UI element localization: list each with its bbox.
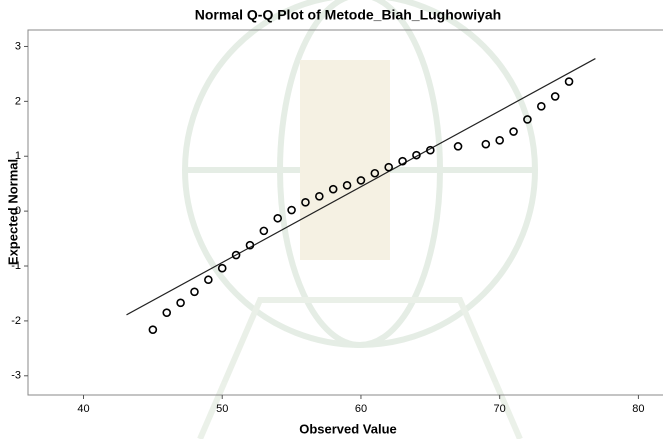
x-tick-label: 80 <box>632 403 644 415</box>
data-point <box>163 309 170 316</box>
data-point <box>482 141 489 148</box>
data-point <box>219 265 226 272</box>
x-tick-label: 70 <box>494 403 506 415</box>
data-point <box>288 207 295 214</box>
chart: Normal Q-Q Plot of Metode_Biah_Lughowiya… <box>0 0 663 439</box>
data-point <box>149 326 156 333</box>
data-point <box>191 288 198 295</box>
data-point <box>510 128 517 135</box>
x-axis-label: Observed Value <box>299 421 397 436</box>
data-point <box>177 299 184 306</box>
watermark <box>185 0 535 439</box>
data-point <box>455 143 462 150</box>
y-tick-label: -1 <box>11 260 21 272</box>
y-tick-label: -2 <box>11 315 21 327</box>
x-tick-label: 50 <box>216 403 228 415</box>
x-tick-label: 60 <box>355 403 367 415</box>
y-tick-label: -3 <box>11 370 21 382</box>
data-point <box>552 93 559 100</box>
data-point <box>566 78 573 85</box>
x-tick-label: 40 <box>77 403 89 415</box>
y-tick-label: 1 <box>15 150 21 162</box>
data-point <box>260 227 267 234</box>
chart-title: Normal Q-Q Plot of Metode_Biah_Lughowiya… <box>195 7 501 23</box>
y-tick-label: 0 <box>15 205 21 217</box>
data-point <box>496 137 503 144</box>
data-point <box>538 103 545 110</box>
y-tick-label: 2 <box>15 95 21 107</box>
data-point <box>205 276 212 283</box>
y-tick-label: 3 <box>15 40 21 52</box>
